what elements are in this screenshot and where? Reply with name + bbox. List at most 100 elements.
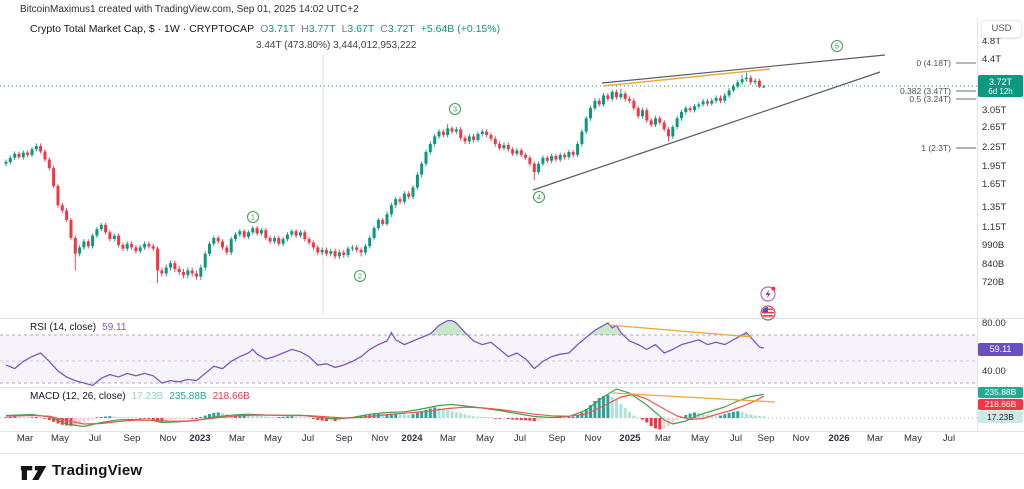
high-value: 3.77T <box>308 23 336 35</box>
trendline-wedge-bottom <box>532 71 881 191</box>
tradingview-wordmark[interactable]: TradingView <box>52 462 143 479</box>
rsi-value: 59.11 <box>102 322 127 333</box>
svg-text:2.65T: 2.65T <box>982 122 1006 133</box>
svg-text:Nov: Nov <box>372 433 389 444</box>
svg-text:4: 4 <box>537 193 541 202</box>
svg-text:3: 3 <box>453 105 457 114</box>
svg-text:2: 2 <box>358 272 362 281</box>
svg-text:Sep: Sep <box>549 433 566 444</box>
low-value: 3.67T <box>347 23 375 35</box>
macd-label: MACD (12, 26, close) <box>30 391 126 402</box>
svg-text:Mar: Mar <box>17 433 33 444</box>
macd-series <box>4 388 766 430</box>
svg-text:840B: 840B <box>982 259 1004 270</box>
svg-text:720B: 720B <box>982 277 1004 288</box>
price-chart[interactable]: 0 (4.18T) 0.382 (3.47T)0.5 (3.24T) 1 (2.3T… <box>0 0 1024 453</box>
svg-text:Mar: Mar <box>229 433 245 444</box>
svg-text:1.15T: 1.15T <box>982 222 1006 233</box>
svg-text:Nov: Nov <box>585 433 602 444</box>
footer-bar: TradingView <box>0 453 1024 489</box>
svg-text:1.35T: 1.35T <box>982 202 1006 213</box>
price-axis[interactable]: 4.8T 4.4T 3.05T 2.65T 2.25T 1.95T 1.65T 1.35T 1.… <box>982 36 1006 377</box>
svg-text:3.05T: 3.05T <box>982 105 1006 116</box>
svg-text:4.8T: 4.8T <box>982 36 1001 47</box>
change-value: +5.64B (+0.15%) <box>420 23 501 35</box>
svg-text:Sep: Sep <box>336 433 353 444</box>
svg-text:Sep: Sep <box>124 433 141 444</box>
time-axis[interactable]: Mar May Jul Sep Nov 2023 Mar May Jul Sep Nov 2024 Ma… <box>17 433 955 444</box>
fibonacci-levels[interactable]: 0 (4.18T) 0.382 (3.47T)0.5 (3.24T) 1 (2.3T… <box>900 58 976 153</box>
svg-text:May: May <box>904 433 922 444</box>
svg-text:Mar: Mar <box>440 433 456 444</box>
candlestick-series <box>4 72 766 284</box>
bar-countdown: 6d 12h <box>988 86 1013 96</box>
svg-text:2026: 2026 <box>828 433 849 444</box>
svg-text:0 (4.18T): 0 (4.18T) <box>917 58 952 68</box>
svg-text:Jul: Jul <box>943 433 955 444</box>
currency-selector-button[interactable]: USD <box>981 20 1022 38</box>
measurement-label[interactable]: 3.44T (473.80%) 3,444,012,953,222 <box>256 40 417 51</box>
rsi-pane-legend[interactable]: RSI (14, close) 59.11 <box>30 322 126 333</box>
macd-hist-value: 17.23B <box>131 391 164 402</box>
high-label: H <box>301 23 309 35</box>
svg-text:Nov: Nov <box>793 433 810 444</box>
svg-text:May: May <box>476 433 494 444</box>
svg-text:Mar: Mar <box>867 433 883 444</box>
svg-text:1 (2.3T): 1 (2.3T) <box>921 143 951 153</box>
macd-value-badge: 235.88B <box>978 387 1023 398</box>
macd-pane-legend[interactable]: MACD (12, 26, close) 17.23B 235.88B 218.66B <box>30 391 250 402</box>
svg-text:2025: 2025 <box>619 433 641 444</box>
zap-icon[interactable] <box>760 286 776 302</box>
last-price-badge: 3.72T 6d 12h <box>978 75 1023 97</box>
svg-text:2023: 2023 <box>189 433 210 444</box>
svg-text:4.4T: 4.4T <box>982 54 1001 65</box>
tradingview-logo-icon[interactable] <box>20 462 48 484</box>
close-label: C <box>380 23 388 35</box>
svg-text:Sep: Sep <box>758 433 775 444</box>
trendline-wedge-top <box>601 54 886 84</box>
svg-text:Jul: Jul <box>514 433 526 444</box>
open-label: O <box>260 23 269 35</box>
open-value: 3.71T <box>268 23 296 35</box>
svg-text:Jul: Jul <box>302 433 314 444</box>
close-value: 3.72T <box>387 23 415 35</box>
svg-text:0.382 (3.47T): 0.382 (3.47T) <box>900 86 951 96</box>
histogram-value-badge: 17.23B <box>978 410 1023 423</box>
svg-text:2.25T: 2.25T <box>982 142 1006 153</box>
elliott-wave-labels[interactable]: 1 2 3 4 5 <box>247 40 843 282</box>
signal-value-badge: 218.66B <box>978 398 1023 410</box>
svg-text:1.65T: 1.65T <box>982 179 1006 190</box>
svg-text:Mar: Mar <box>655 433 671 444</box>
symbol-legend[interactable]: Crypto Total Market Cap, $ · 1W · CRYPTO… <box>30 23 500 35</box>
svg-text:5: 5 <box>835 42 839 51</box>
trendline-rsi-divergence-orange <box>608 324 753 338</box>
svg-text:May: May <box>264 433 282 444</box>
rsi-badge: 59.11 <box>978 343 1023 356</box>
us-flag-icon[interactable] <box>760 305 776 321</box>
last-price-value: 3.72T <box>988 76 1012 87</box>
svg-text:40.00: 40.00 <box>982 366 1006 377</box>
grid-and-levels <box>0 18 1024 432</box>
svg-text:Jul: Jul <box>89 433 101 444</box>
svg-text:May: May <box>51 433 69 444</box>
low-label: L <box>341 23 348 35</box>
svg-text:2024: 2024 <box>401 433 423 444</box>
macd-signal-value: 218.66B <box>212 391 250 402</box>
svg-text:May: May <box>691 433 709 444</box>
trendline-macd-divergence-orange <box>612 392 776 403</box>
macd-line-value: 235.88B <box>169 391 207 402</box>
trendline-resistance-orange <box>602 68 771 87</box>
svg-text:0.5 (3.24T): 0.5 (3.24T) <box>909 94 951 104</box>
trendline-drawings[interactable] <box>532 54 886 403</box>
svg-text:1.95T: 1.95T <box>982 161 1006 172</box>
svg-text:Nov: Nov <box>160 433 177 444</box>
svg-text:Jul: Jul <box>730 433 742 444</box>
svg-text:1: 1 <box>251 213 255 222</box>
svg-text:990B: 990B <box>982 240 1004 251</box>
chart-attribution: BitcoinMaximus1 created with TradingView… <box>20 4 359 15</box>
rsi-series <box>5 319 764 387</box>
svg-text:80.00: 80.00 <box>982 318 1006 329</box>
symbol-title[interactable]: Crypto Total Market Cap, $ · 1W · CRYPTO… <box>30 23 255 35</box>
rsi-label: RSI (14, close) <box>30 322 97 333</box>
